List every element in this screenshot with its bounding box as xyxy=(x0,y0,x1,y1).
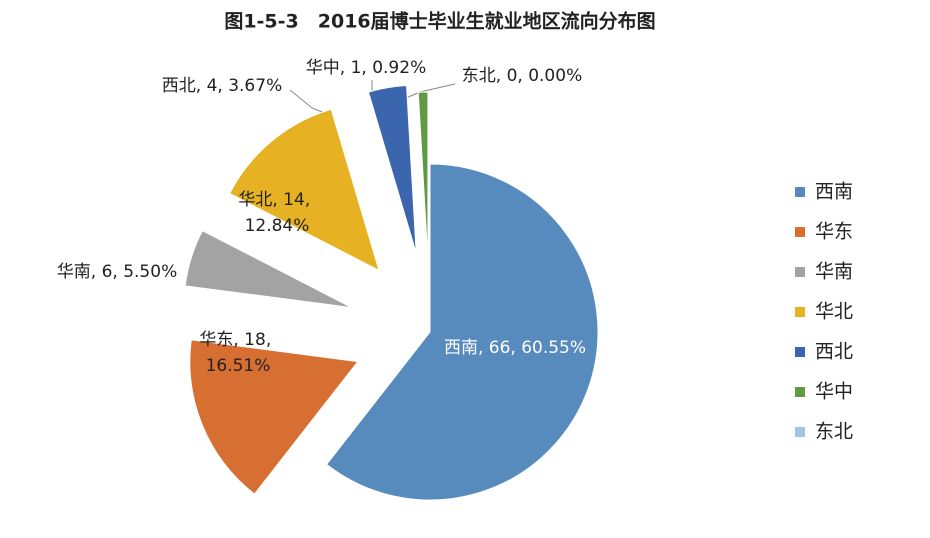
legend-swatch xyxy=(795,187,805,197)
pie-slice xyxy=(325,163,599,501)
data-label: 西北, 4, 3.67% xyxy=(162,76,282,96)
legend-label: 东北 xyxy=(815,421,853,443)
pie-slice xyxy=(184,229,352,309)
pie-slice xyxy=(228,108,380,272)
pie-slice xyxy=(417,91,429,261)
legend-label: 西北 xyxy=(815,341,853,363)
legend-swatch xyxy=(795,387,805,397)
legend-label: 华东 xyxy=(815,221,853,243)
legend-swatch xyxy=(795,227,805,237)
data-label: 华中, 1, 0.92% xyxy=(306,58,426,78)
legend-swatch xyxy=(795,307,805,317)
legend-label: 西南 xyxy=(815,181,853,203)
data-label: 华北, 14, 12.84% xyxy=(238,190,315,236)
legend-label: 华中 xyxy=(815,381,853,403)
data-label: 东北, 0, 0.00% xyxy=(462,66,582,86)
pie-slice xyxy=(189,339,359,495)
legend-label: 华北 xyxy=(815,301,853,323)
data-label: 华南, 6, 5.50% xyxy=(57,262,177,282)
legend-swatch xyxy=(795,347,805,357)
data-label: 西南, 66, 60.55% xyxy=(444,338,586,358)
legend-swatch xyxy=(795,427,805,437)
data-label: 华东, 18, 16.51% xyxy=(199,330,276,376)
pie-slice xyxy=(367,84,417,254)
legend-swatch xyxy=(795,267,805,277)
chart-title: 图1-5-3 2016届博士毕业生就业地区流向分布图 xyxy=(224,10,655,33)
legend-label: 华南 xyxy=(815,261,853,283)
